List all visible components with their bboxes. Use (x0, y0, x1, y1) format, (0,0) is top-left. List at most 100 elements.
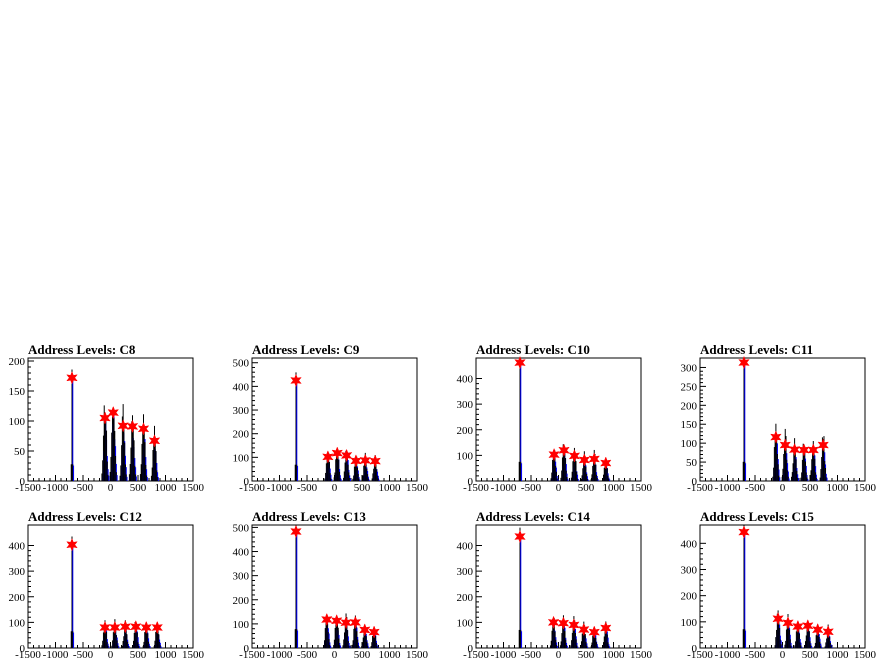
peak-marker (738, 525, 750, 539)
y-tick-label: 0 (244, 476, 250, 488)
peak-marker (369, 454, 381, 468)
peak-marker (140, 620, 153, 635)
x-tick-label: -1000 (43, 482, 69, 494)
y-tick-label: 400 (9, 541, 26, 553)
y-tick-label: 200 (457, 425, 474, 437)
peak-marker (770, 430, 782, 444)
peak-marker (788, 442, 801, 457)
y-tick-label: 500 (233, 522, 250, 534)
y-tick-label: 200 (9, 356, 26, 368)
peak-marker (331, 446, 344, 460)
x-tick-label: 1000 (155, 482, 178, 494)
peak-marker (349, 615, 362, 630)
panel-title: Address Levels: C11 (700, 342, 813, 357)
x-tick-label: -1000 (491, 649, 517, 661)
x-tick-label: -1500 (687, 649, 713, 661)
plot-frame (475, 524, 642, 649)
y-tick-label: 200 (233, 429, 250, 441)
x-tick-label: 1500 (630, 482, 653, 494)
y-tick-label: 100 (457, 450, 474, 462)
x-tick-label: -500 (297, 649, 318, 661)
y-tick-label: 300 (233, 571, 250, 583)
y-tick-label: 0 (692, 476, 698, 488)
x-tick-label: 0 (332, 482, 338, 494)
peak-marker (290, 524, 302, 539)
y-tick-label: 50 (14, 446, 26, 458)
x-tick-label: 1000 (603, 482, 626, 494)
peak-marker (148, 434, 161, 448)
panel-title: Address Levels: C8 (28, 342, 136, 357)
x-tick-label: -500 (521, 649, 542, 661)
histogram-panel-1: Address Levels: C8 0 50 100 150 200 -1500 -1000… (9, 342, 205, 494)
histogram-panel-5: Address Levels: C12 0 100 200 300 400 -1500 -10… (9, 509, 205, 661)
peak-marker (548, 447, 560, 462)
x-tick-label: 1500 (182, 482, 205, 494)
peak-marker (117, 419, 129, 433)
y-tick-label: 400 (233, 381, 250, 393)
y-tick-label: 400 (457, 541, 474, 553)
x-tick-label: 0 (556, 649, 562, 661)
x-tick-label: -1000 (715, 649, 741, 661)
x-tick-label: -1000 (43, 649, 69, 661)
peak-marker (588, 452, 601, 466)
x-tick-label: 1000 (379, 649, 402, 661)
y-tick-label: 150 (9, 386, 26, 398)
peak-marker (807, 443, 820, 457)
x-tick-label: -1500 (463, 649, 489, 661)
x-tick-label: 500 (354, 649, 371, 661)
peak-marker (568, 618, 580, 632)
y-tick-label: 0 (20, 476, 26, 488)
histogram-panel-4: Address Levels: C11 0 50 100 150 200 250 300 -15… (681, 342, 877, 494)
x-tick-label: -1000 (267, 649, 293, 661)
peak-marker (151, 620, 164, 635)
x-tick-label: -500 (745, 482, 766, 494)
histogram-panel-6: Address Levels: C13 0 100 200 300 400 500 -1500… (233, 509, 429, 661)
plot-frame (251, 524, 418, 649)
y-tick-label: 300 (9, 566, 26, 578)
peak-marker (558, 443, 570, 457)
x-tick-label: 1500 (406, 649, 429, 661)
y-tick-label: 200 (233, 595, 250, 607)
x-tick-label: 0 (332, 649, 338, 661)
y-tick-label: 400 (681, 538, 698, 550)
x-tick-label: 0 (780, 649, 786, 661)
peak-marker (514, 355, 526, 370)
x-tick-label: 1500 (630, 649, 653, 661)
peak-marker (358, 623, 371, 637)
panel-title: Address Levels: C15 (700, 509, 814, 524)
y-tick-label: 250 (681, 381, 698, 393)
histogram-panel-7: Address Levels: C14 0 100 200 300 400 -1500 -10… (457, 509, 653, 661)
x-tick-label: -1500 (15, 482, 41, 494)
y-tick-label: 500 (233, 358, 250, 370)
x-tick-label: -1500 (463, 482, 489, 494)
x-tick-label: 0 (108, 482, 114, 494)
peak-marker (322, 450, 334, 464)
x-tick-label: -1500 (15, 649, 41, 661)
peak-marker (588, 625, 601, 639)
x-tick-label: 1500 (854, 649, 877, 661)
y-tick-label: 200 (9, 592, 26, 604)
x-tick-label: 1000 (827, 649, 850, 661)
y-tick-label: 200 (457, 592, 474, 604)
peak-marker (290, 373, 302, 388)
x-tick-label: 0 (780, 482, 786, 494)
plot-frame (699, 524, 866, 649)
panel-title: Address Levels: C10 (476, 342, 590, 357)
x-tick-label: -1500 (239, 482, 265, 494)
panel-title: Address Levels: C9 (252, 342, 360, 357)
x-tick-label: -500 (73, 649, 94, 661)
peak-marker (578, 453, 591, 467)
y-tick-label: 100 (681, 438, 698, 450)
x-tick-label: 500 (578, 482, 595, 494)
y-tick-label: 100 (233, 452, 250, 464)
x-tick-label: -500 (521, 482, 542, 494)
y-tick-label: 300 (681, 564, 698, 576)
x-tick-label: 1000 (603, 649, 626, 661)
peak-marker (321, 612, 333, 627)
peak-marker (514, 529, 526, 544)
peak-marker (817, 438, 829, 452)
y-tick-label: 400 (457, 374, 474, 386)
y-tick-label: 0 (20, 643, 26, 655)
x-tick-label: -1000 (715, 482, 741, 494)
